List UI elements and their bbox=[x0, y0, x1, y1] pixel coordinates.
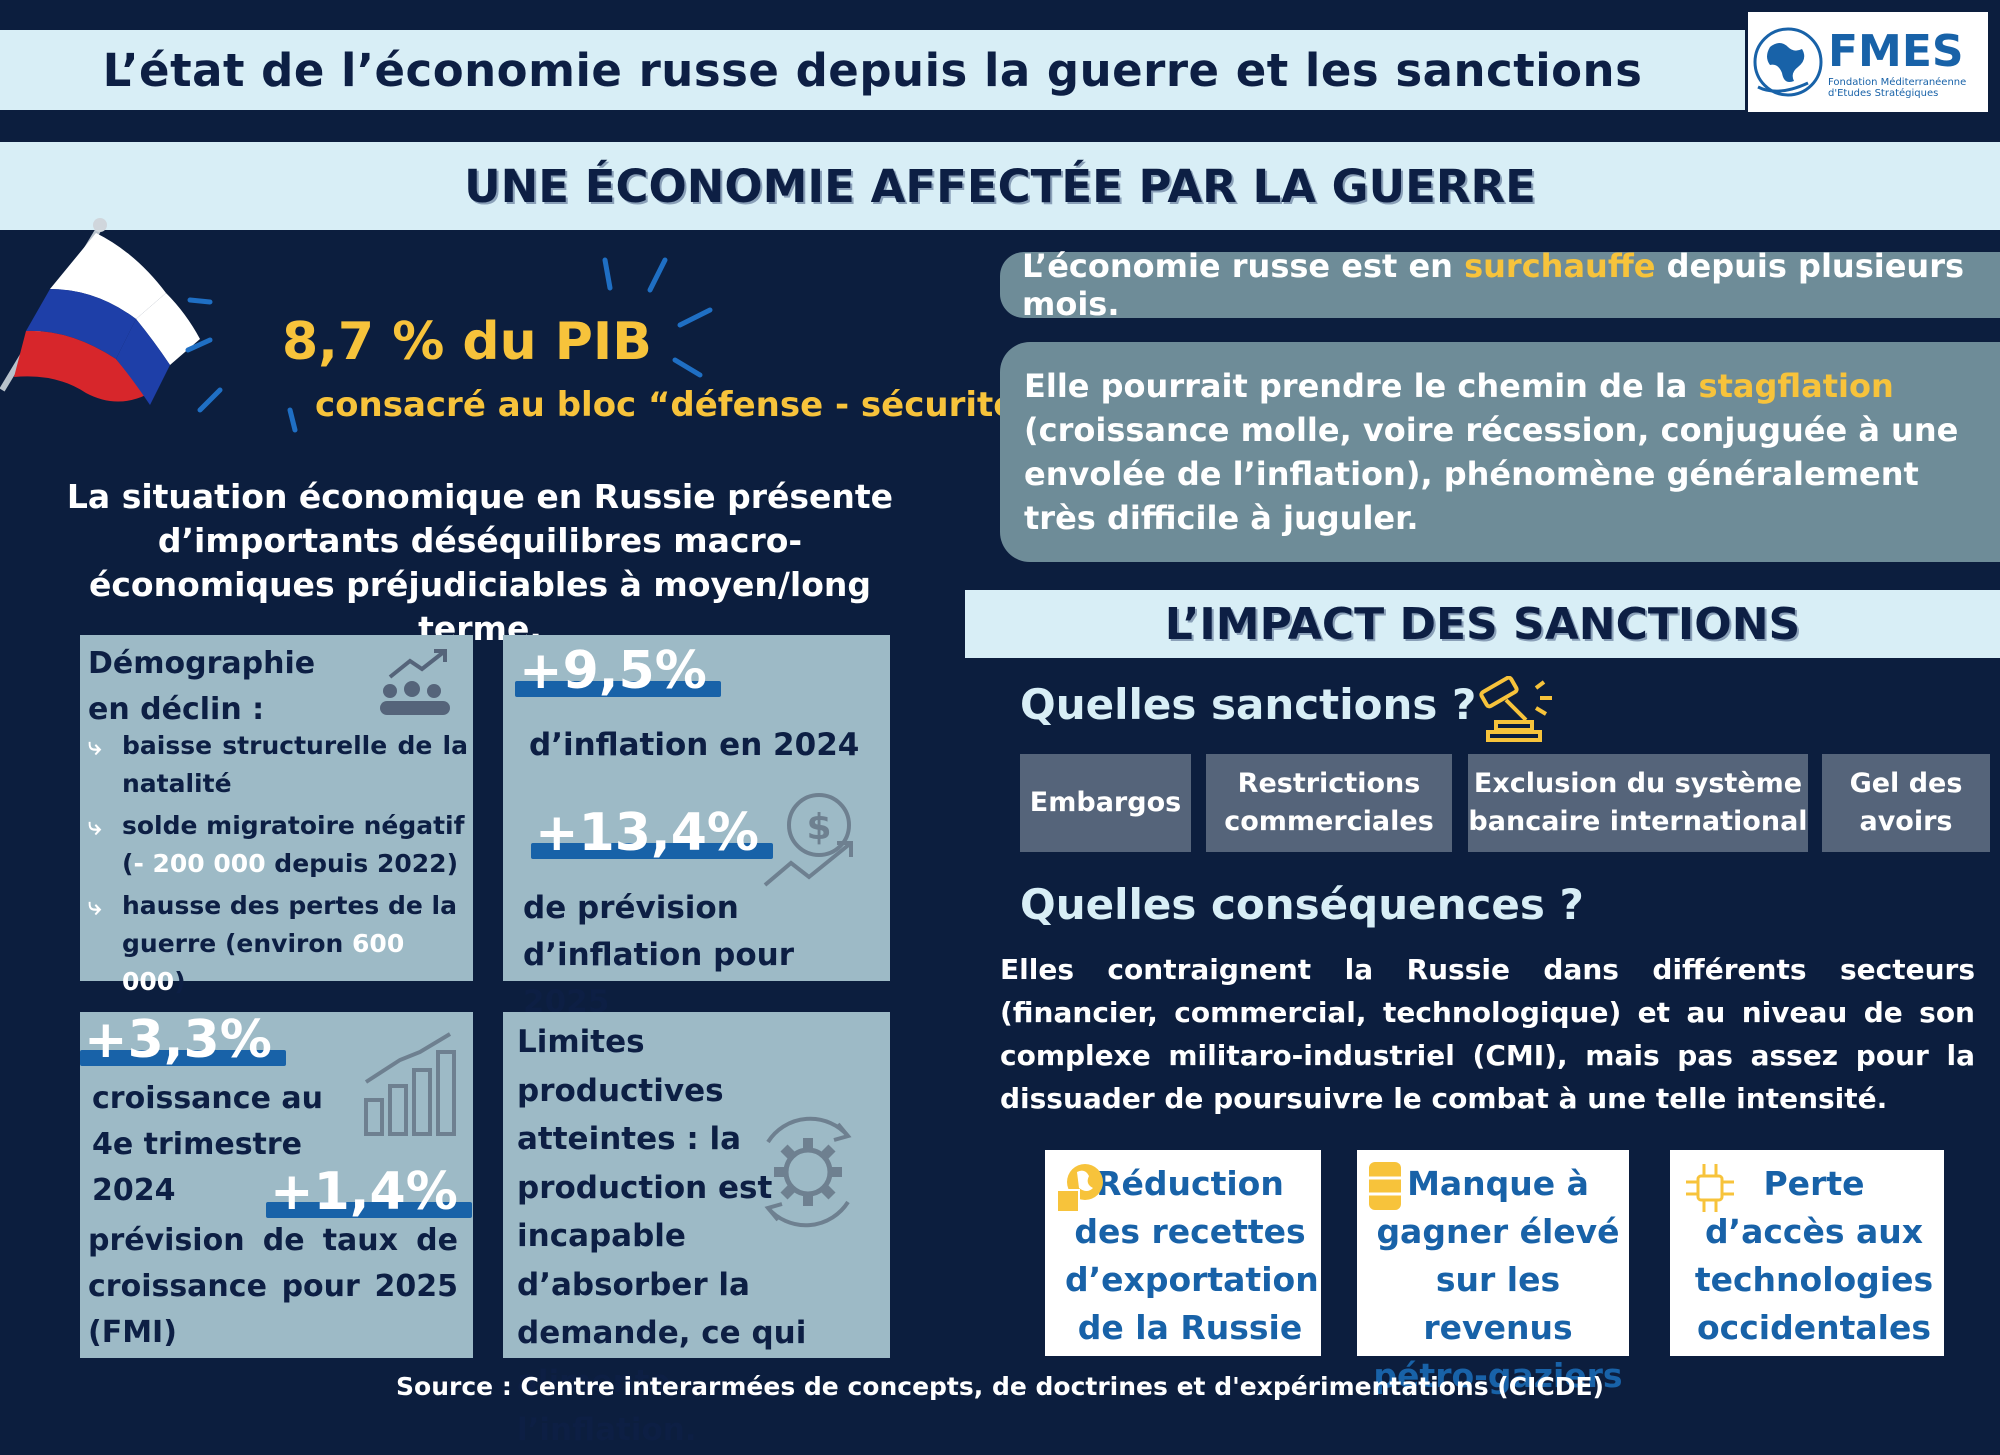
hook-arrow-icon: ⤷ bbox=[88, 892, 102, 920]
list-item: ⤷ hausse des pertes de la guerre (environ… bbox=[88, 887, 468, 1001]
effect-text-2: Manque à gagner élevé sur les revenus pé… bbox=[1373, 1164, 1623, 1395]
oil-barrel-icon bbox=[1369, 1162, 1401, 1210]
demography-item-3b: ) bbox=[174, 967, 186, 996]
gdp-stat: 8,7 % du PIB bbox=[282, 312, 652, 372]
effect-oil-gas-revenue: Manque à gagner élevé sur les revenus pé… bbox=[1357, 1150, 1629, 1395]
chip-icon bbox=[1686, 1164, 1734, 1212]
effect-technology-access: Perte d’accès aux technologies occidenta… bbox=[1670, 1150, 1944, 1356]
effect-text-1: Réduction des recettes d’exportation de … bbox=[1065, 1164, 1319, 1347]
pill2-text-a: Elle pourrait prendre le chemin de la bbox=[1024, 367, 1699, 405]
overheating-statement: L’économie russe est en surchauffe depui… bbox=[1000, 247, 2000, 323]
inflation-card: +9,5% d’inflation en 2024 $ +13,4% de pr… bbox=[503, 635, 890, 1020]
limits-text: Limites productives atteintes : la produ… bbox=[517, 1024, 807, 1448]
intro-text: La situation économique en Russie présen… bbox=[66, 477, 894, 648]
bar-chart-growth-icon bbox=[364, 1032, 456, 1136]
demography-item-2b: depuis 2022) bbox=[265, 849, 459, 878]
russian-flag-icon bbox=[0, 218, 200, 405]
production-limits-card: Limites productives atteintes : la produ… bbox=[503, 1012, 890, 1448]
question-consequences: Quelles conséquences ? bbox=[1020, 880, 1584, 929]
pill2-highlight: stagflation bbox=[1698, 367, 1894, 405]
sanction-trade-restrictions: Restrictions commerciales bbox=[1206, 754, 1452, 852]
list-item: ⤷ baisse structurelle de la natalité bbox=[88, 727, 468, 803]
effect-text-3: Perte d’accès aux technologies occidenta… bbox=[1694, 1164, 1934, 1347]
sanction-asset-freeze: Gel des avoirs bbox=[1822, 754, 1990, 852]
source-footer: Source : Centre interarmées de concepts,… bbox=[396, 1372, 1604, 1401]
pill1-text-a: L’économie russe est en bbox=[1022, 247, 1465, 285]
stagflation-statement: Elle pourrait prendre le chemin de la st… bbox=[1000, 342, 2000, 562]
pill1-highlight: surchauffe bbox=[1464, 247, 1656, 285]
inflation-stat-2025: +13,4% bbox=[531, 803, 773, 863]
population-growth-icon bbox=[380, 649, 450, 715]
pill1-text-b: depuis plusieurs mois. bbox=[1022, 247, 1965, 323]
effect-export-revenue: Réduction des recettes d’exportation de … bbox=[1045, 1150, 1321, 1356]
gdp-subtitle: consacré au bloc “défense - sécurité” bbox=[315, 385, 1039, 425]
growth-card: +3,3% croissance au 4e trimestre 2024 +1… bbox=[80, 1010, 473, 1358]
list-item: ⤷ solde migratoire négatif (- 200 000 dep… bbox=[88, 807, 468, 883]
globe-box-icon bbox=[1056, 1164, 1103, 1213]
hook-arrow-icon: ⤷ bbox=[88, 812, 102, 840]
title-bar: L’état de l’économie russe depuis la gue… bbox=[0, 30, 1745, 110]
inflation-label-2024: d’inflation en 2024 bbox=[529, 727, 860, 763]
money-chart-icon: $ bbox=[763, 793, 853, 887]
pill2-text-b: (croissance molle, voire récession, conj… bbox=[1024, 411, 1959, 537]
demography-item-1: baisse structurelle de la natalité bbox=[122, 731, 468, 798]
section-banner-sanctions: L’IMPACT DES SANCTIONS bbox=[965, 590, 2000, 658]
section-title: UNE ÉCONOMIE AFFECTÉE PAR LA GUERRE bbox=[464, 159, 1536, 213]
fmes-logo: FMES Fondation Méditerranéenne d'Etudes … bbox=[1748, 12, 1988, 112]
inflation-label-2025: de prévision d’inflation pour 2025 bbox=[523, 890, 795, 1020]
sanction-banking-exclusion: Exclusion du système bancaire internatio… bbox=[1468, 754, 1808, 852]
section-banner-economy: UNE ÉCONOMIE AFFECTÉE PAR LA GUERRE bbox=[0, 142, 2000, 230]
sanctions-title: L’IMPACT DES SANCTIONS bbox=[1164, 598, 1801, 650]
demography-item-3-highlight: 600 000 bbox=[122, 929, 405, 996]
demography-item-3a: hausse des pertes de la guerre (environ bbox=[122, 891, 457, 958]
question-sanctions: Quelles sanctions ? bbox=[1020, 680, 1477, 729]
demography-item-2a: solde migratoire négatif ( bbox=[122, 811, 465, 878]
sparkle-decoration-icon bbox=[185, 257, 713, 433]
logo-subtitle-1: Fondation Méditerranéenne bbox=[1828, 76, 1967, 88]
page-title: L’état de l’économie russe depuis la gue… bbox=[102, 43, 1643, 97]
sanction-embargos: Embargos bbox=[1020, 754, 1191, 852]
logo-subtitle-2: d'Etudes Stratégiques bbox=[1828, 87, 1939, 99]
growth-label-q4: croissance au 4e trimestre 2024 bbox=[92, 1081, 323, 1208]
demography-title: Démographie en déclin : bbox=[88, 646, 316, 727]
globe-icon bbox=[1753, 27, 1823, 97]
growth-label-2025: prévision de taux de croissance pour 202… bbox=[88, 1223, 458, 1350]
gavel-icon bbox=[1479, 676, 1552, 742]
gear-cycle-icon bbox=[764, 1116, 852, 1228]
consequences-text: Elles contraignent la Russie dans différ… bbox=[1000, 953, 1975, 1115]
growth-stat-2025: +1,4% bbox=[266, 1162, 472, 1222]
svg-text:$: $ bbox=[806, 807, 831, 848]
hook-arrow-icon: ⤷ bbox=[88, 732, 102, 760]
demography-card: Démographie en déclin : ⤷ baisse structur… bbox=[80, 635, 473, 996]
growth-stat-q4: +3,3% bbox=[80, 1010, 286, 1070]
demography-item-2-highlight: - 200 000 bbox=[133, 849, 266, 878]
logo-name: FMES bbox=[1828, 25, 1964, 77]
inflation-stat-2024: +9,5% bbox=[515, 641, 721, 701]
